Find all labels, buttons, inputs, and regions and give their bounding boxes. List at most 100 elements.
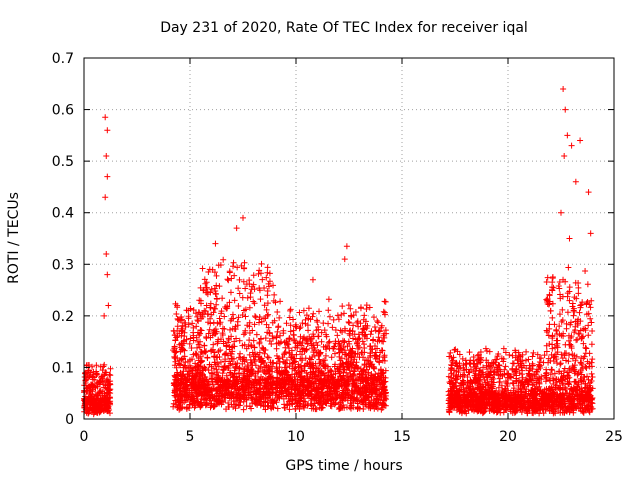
data-point xyxy=(318,405,325,412)
data-point xyxy=(237,399,244,406)
data-point xyxy=(235,314,242,321)
data-point xyxy=(107,365,114,372)
data-point xyxy=(264,264,271,271)
data-point xyxy=(179,388,186,395)
data-point xyxy=(202,280,209,287)
data-point xyxy=(571,362,578,369)
data-point xyxy=(569,300,576,307)
data-point xyxy=(237,350,244,357)
data-point xyxy=(270,378,277,385)
data-point xyxy=(226,403,233,410)
data-point xyxy=(190,337,197,344)
data-point xyxy=(265,324,272,331)
data-point xyxy=(315,398,322,405)
data-point xyxy=(208,387,215,394)
data-point xyxy=(203,348,210,355)
data-point xyxy=(345,358,352,365)
data-point xyxy=(234,264,241,271)
data-point xyxy=(445,373,452,380)
data-point xyxy=(246,277,253,284)
data-point xyxy=(301,348,308,355)
data-point xyxy=(378,377,385,384)
data-point xyxy=(568,319,575,326)
data-point xyxy=(214,398,221,405)
data-point xyxy=(268,374,275,381)
y-tick-label: 0.4 xyxy=(52,206,74,222)
data-point xyxy=(244,294,251,301)
data-point xyxy=(235,302,242,309)
data-point xyxy=(96,388,103,395)
data-point xyxy=(560,276,567,283)
data-point xyxy=(284,376,291,383)
data-point xyxy=(216,397,223,404)
data-point xyxy=(181,374,188,381)
data-point xyxy=(336,373,343,380)
data-point xyxy=(197,348,204,355)
data-point xyxy=(352,362,359,369)
data-point xyxy=(250,353,257,360)
data-point xyxy=(570,409,577,416)
data-point xyxy=(549,386,556,393)
data-point xyxy=(230,263,237,270)
data-point xyxy=(361,362,368,369)
data-point xyxy=(316,308,323,315)
data-point xyxy=(104,173,111,180)
data-point xyxy=(208,348,215,355)
data-point xyxy=(217,319,224,326)
data-point xyxy=(538,393,545,400)
data-point xyxy=(341,382,348,389)
data-point xyxy=(246,323,253,330)
data-point xyxy=(226,326,233,333)
data-point xyxy=(483,357,490,364)
data-point xyxy=(332,338,339,345)
data-point xyxy=(321,372,328,379)
data-point xyxy=(104,395,111,402)
data-point xyxy=(287,306,294,313)
data-point xyxy=(178,405,185,412)
data-point xyxy=(306,361,313,368)
data-point xyxy=(501,385,508,392)
data-point xyxy=(248,359,255,366)
data-point xyxy=(359,326,366,333)
data-point xyxy=(243,383,250,390)
data-point xyxy=(347,373,354,380)
data-point xyxy=(269,381,276,388)
data-point xyxy=(487,362,494,369)
data-point xyxy=(286,401,293,408)
data-point xyxy=(362,318,369,325)
data-point xyxy=(295,397,302,404)
data-point xyxy=(585,388,592,395)
data-point xyxy=(240,375,247,382)
data-point xyxy=(314,319,321,326)
data-point xyxy=(455,391,462,398)
y-tick-label: 0.3 xyxy=(52,257,74,273)
data-point xyxy=(197,327,204,334)
data-point xyxy=(279,371,286,378)
data-point xyxy=(578,385,585,392)
data-point xyxy=(217,358,224,365)
data-point xyxy=(499,387,506,394)
data-point xyxy=(589,373,596,380)
data-point xyxy=(380,338,387,345)
data-point xyxy=(559,317,566,324)
data-point xyxy=(283,320,290,327)
data-point xyxy=(260,345,267,352)
data-point xyxy=(200,367,207,374)
data-point xyxy=(509,352,516,359)
data-point xyxy=(377,349,384,356)
data-point xyxy=(346,320,353,327)
data-point xyxy=(301,362,308,369)
data-point xyxy=(256,395,263,402)
data-point xyxy=(252,370,259,377)
data-point xyxy=(103,403,110,410)
data-point xyxy=(475,372,482,379)
data-point xyxy=(216,315,223,322)
data-point xyxy=(197,300,204,307)
data-point xyxy=(543,395,550,402)
data-point xyxy=(381,309,388,316)
data-point xyxy=(359,338,366,345)
data-point xyxy=(187,335,194,342)
data-point xyxy=(349,372,356,379)
data-point xyxy=(288,390,295,397)
data-point xyxy=(261,302,268,309)
